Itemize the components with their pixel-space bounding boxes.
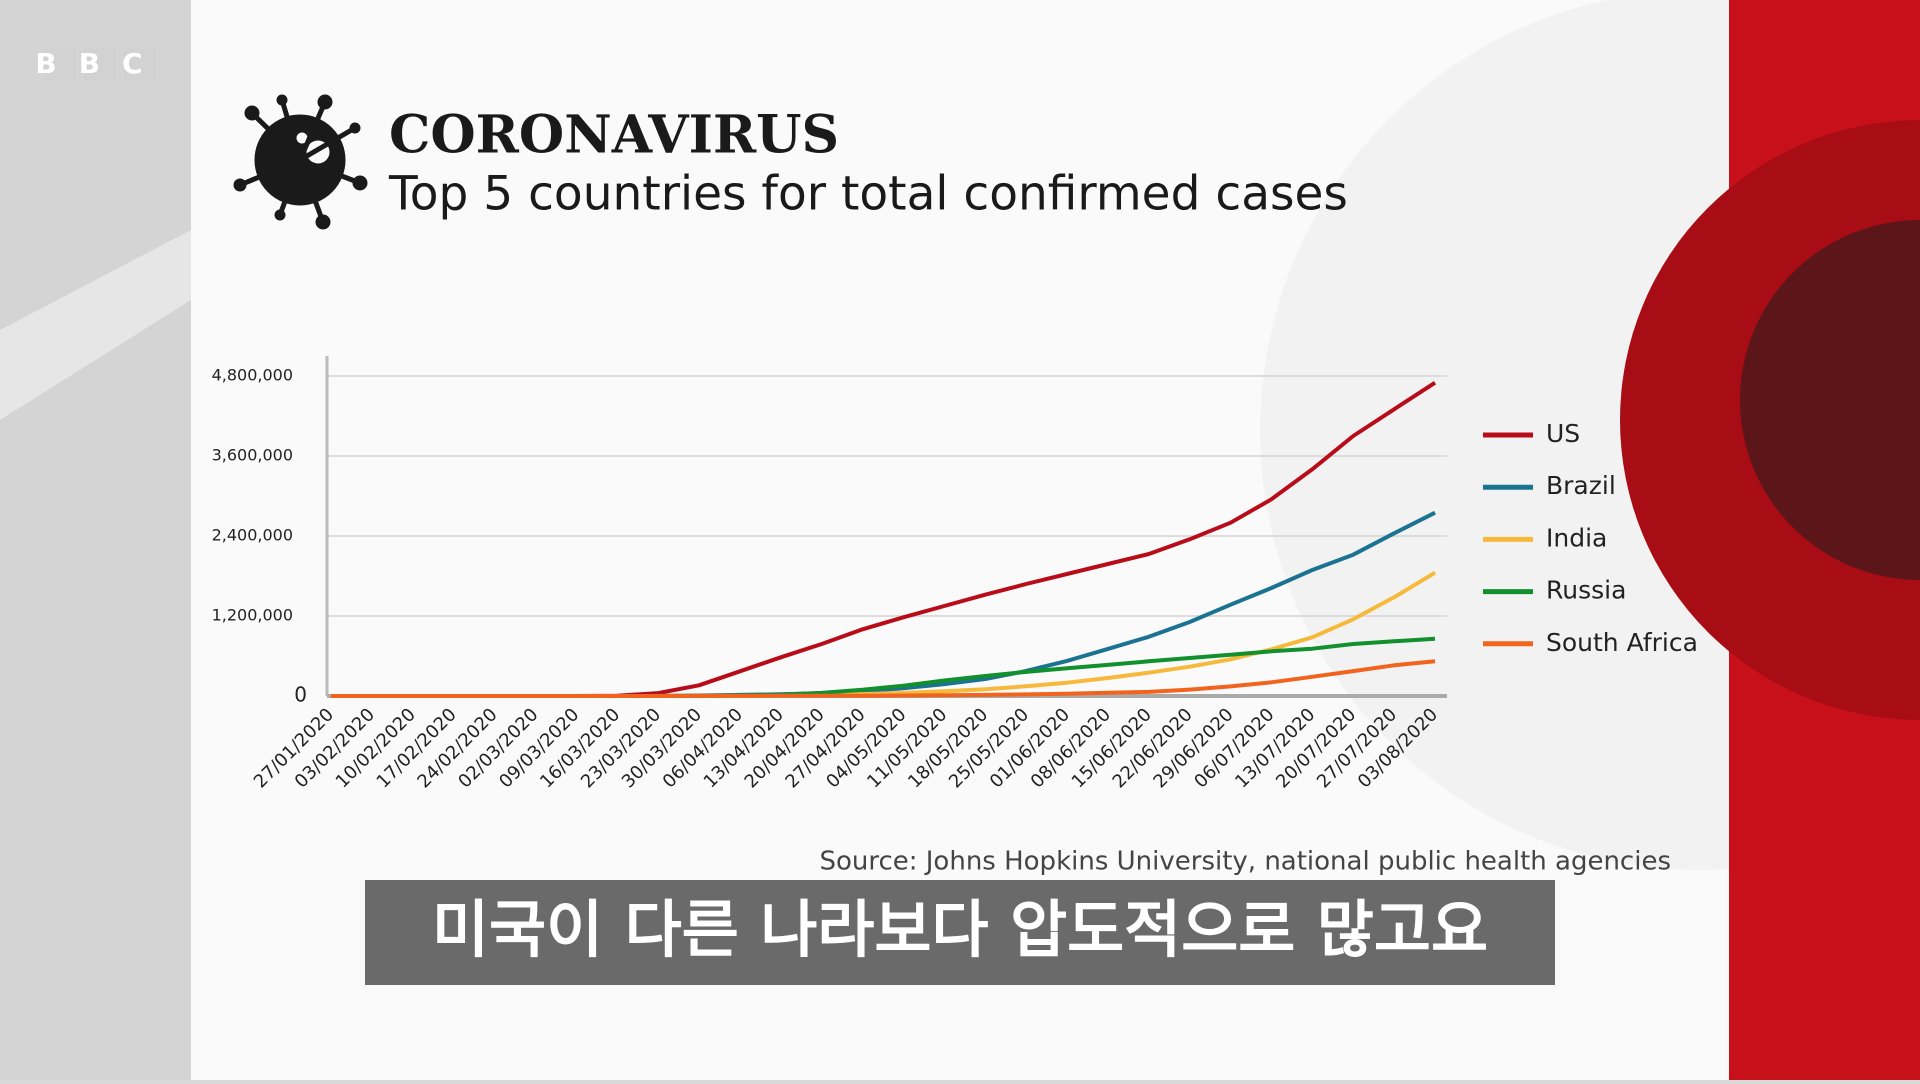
legend-label: Russia xyxy=(1546,576,1626,605)
bbc-text: BBC xyxy=(35,47,164,80)
chart-title: CORONAVIRUS xyxy=(389,105,839,166)
legend-label: South Africa xyxy=(1546,628,1698,657)
legend-label: India xyxy=(1546,523,1607,552)
y-tick-label: 1,200,000 xyxy=(212,606,293,625)
legend-label: US xyxy=(1546,419,1580,448)
y-tick-label: 4,800,000 xyxy=(212,366,293,385)
bbc-logo xyxy=(44,47,156,81)
backdrop-stripe xyxy=(0,230,191,420)
caption: 미국이 다른 나라보다 압도적으로 많고요 xyxy=(432,893,1488,966)
y-tick-label: 3,600,000 xyxy=(212,446,293,465)
left-backdrop xyxy=(0,0,191,1080)
series-line xyxy=(331,659,1436,698)
y-tick-label: 0 xyxy=(294,683,307,707)
y-tick-label: 2,400,000 xyxy=(212,526,293,545)
legend-label: Brazil xyxy=(1546,471,1616,500)
source-note: Source: Johns Hopkins University, nation… xyxy=(819,847,1671,877)
virus-icon xyxy=(233,94,368,230)
caption-box xyxy=(365,880,1555,985)
chart-subtitle: Top 5 countries for total confirmed case… xyxy=(388,167,1348,222)
red-virus xyxy=(1740,220,1920,580)
